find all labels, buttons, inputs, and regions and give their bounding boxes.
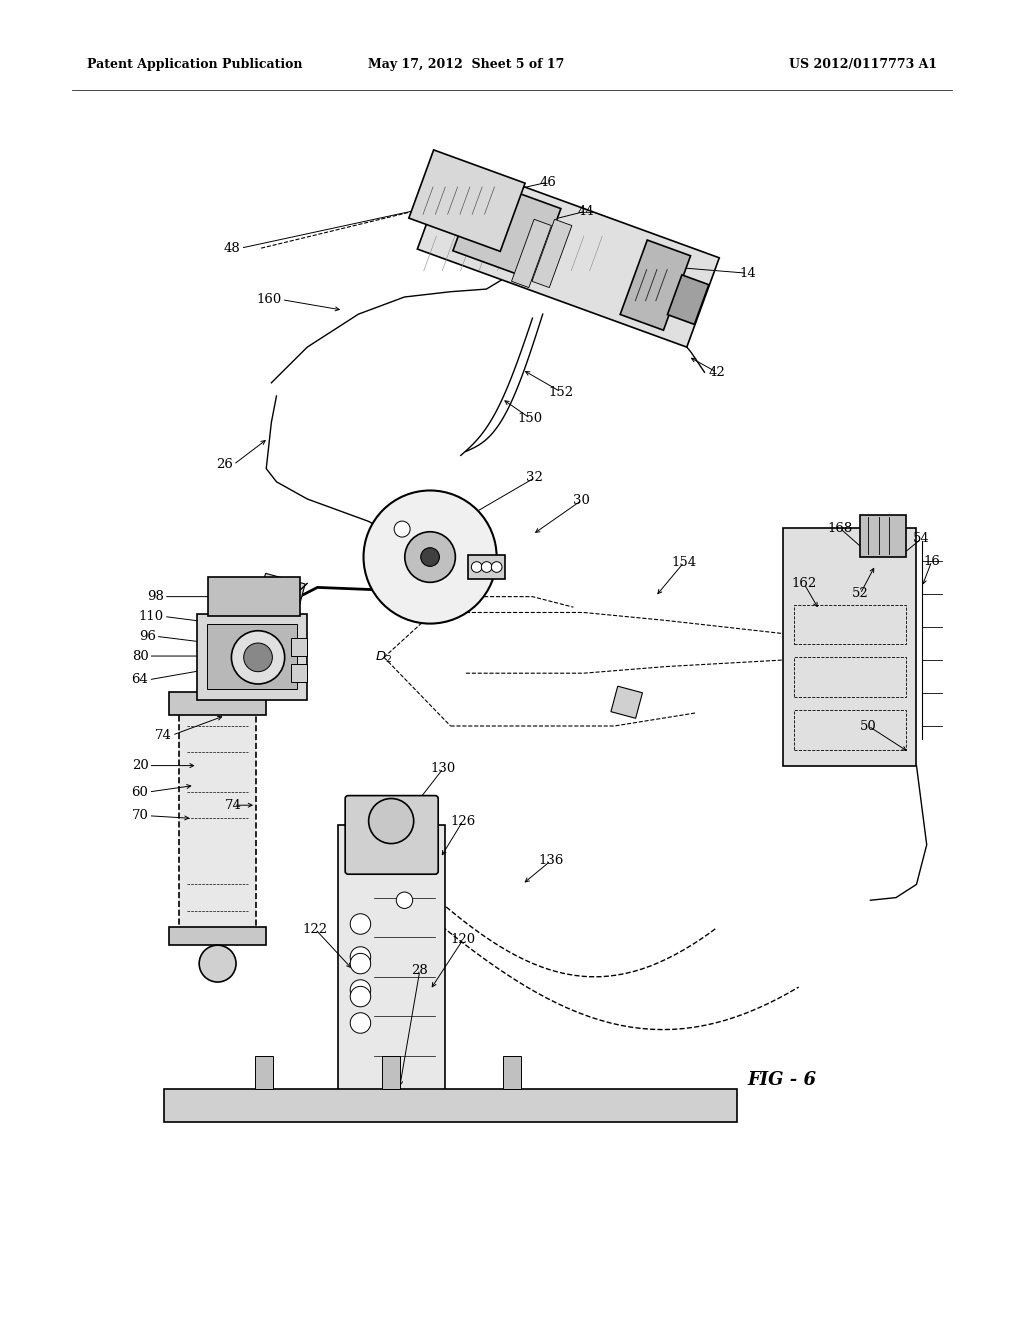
Circle shape [244,643,272,672]
Circle shape [421,548,439,566]
Text: $D_2$: $D_2$ [376,649,392,665]
Polygon shape [409,150,525,251]
Text: 14: 14 [739,267,756,280]
Bar [207,624,297,689]
Bar [179,700,256,937]
Polygon shape [208,577,300,616]
Circle shape [227,622,264,659]
Circle shape [350,1012,371,1034]
Polygon shape [512,219,551,288]
Circle shape [231,631,285,684]
Polygon shape [668,275,709,325]
Text: 162: 162 [792,577,816,590]
Text: 70: 70 [132,809,148,822]
Text: 150: 150 [518,412,543,425]
Text: 44: 44 [578,205,594,218]
Text: 64: 64 [132,673,148,686]
Text: 136: 136 [539,854,563,867]
Text: 52: 52 [852,587,868,601]
Text: 130: 130 [431,762,456,775]
Circle shape [350,953,371,974]
Text: Patent Application Publication: Patent Application Publication [87,58,302,71]
Text: 48: 48 [224,242,241,255]
Bar [197,614,307,700]
Text: 50: 50 [860,719,877,733]
Text: 60: 60 [132,785,148,799]
Text: 28: 28 [412,964,428,977]
Bar [338,825,445,1102]
Text: May 17, 2012  Sheet 5 of 17: May 17, 2012 Sheet 5 of 17 [368,58,564,71]
Circle shape [394,521,410,537]
Text: 98: 98 [147,590,164,603]
Text: 96: 96 [138,630,156,643]
Bar [503,1056,521,1089]
Bar [169,692,266,715]
Text: 42: 42 [709,366,725,379]
Circle shape [350,986,371,1007]
Text: 120: 120 [451,933,475,946]
Bar [783,528,916,766]
Text: 46: 46 [540,176,556,189]
Text: 110: 110 [138,610,164,623]
Text: 168: 168 [827,521,852,535]
Polygon shape [532,219,571,288]
Circle shape [350,979,371,1001]
Polygon shape [611,686,642,718]
Text: FIG - 6: FIG - 6 [748,1071,816,1089]
Text: 154: 154 [672,556,696,569]
Polygon shape [621,240,690,330]
Text: 74: 74 [156,729,172,742]
Circle shape [350,913,371,935]
Text: 122: 122 [303,923,328,936]
Bar [255,1056,273,1089]
Text: 80: 80 [132,649,148,663]
FancyBboxPatch shape [345,796,438,874]
Circle shape [481,562,492,573]
Bar [169,927,266,945]
Circle shape [492,562,502,573]
Circle shape [238,632,254,648]
Bar [291,664,307,682]
Text: 152: 152 [549,385,573,399]
Bar [794,657,906,697]
Text: 54: 54 [913,532,930,545]
Bar [794,710,906,750]
Text: 20: 20 [132,759,148,772]
Bar [291,638,307,656]
Circle shape [471,562,482,573]
Circle shape [199,945,236,982]
Text: 26: 26 [217,458,233,471]
Text: 32: 32 [526,471,543,484]
Text: 126: 126 [451,814,475,828]
Text: 74: 74 [225,799,242,812]
Bar [382,1056,400,1089]
Circle shape [404,532,456,582]
Polygon shape [418,160,719,347]
Circle shape [350,946,371,968]
Circle shape [369,799,414,843]
Polygon shape [453,178,561,281]
Bar [860,515,906,557]
Text: US 2012/0117773 A1: US 2012/0117773 A1 [788,58,937,71]
Circle shape [364,491,497,623]
Text: 30: 30 [573,494,590,507]
Bar [794,605,906,644]
Text: 160: 160 [256,293,282,306]
Circle shape [396,892,413,908]
Bar [164,1089,737,1122]
Polygon shape [258,573,305,612]
Polygon shape [468,556,505,578]
Text: 16: 16 [924,554,940,568]
